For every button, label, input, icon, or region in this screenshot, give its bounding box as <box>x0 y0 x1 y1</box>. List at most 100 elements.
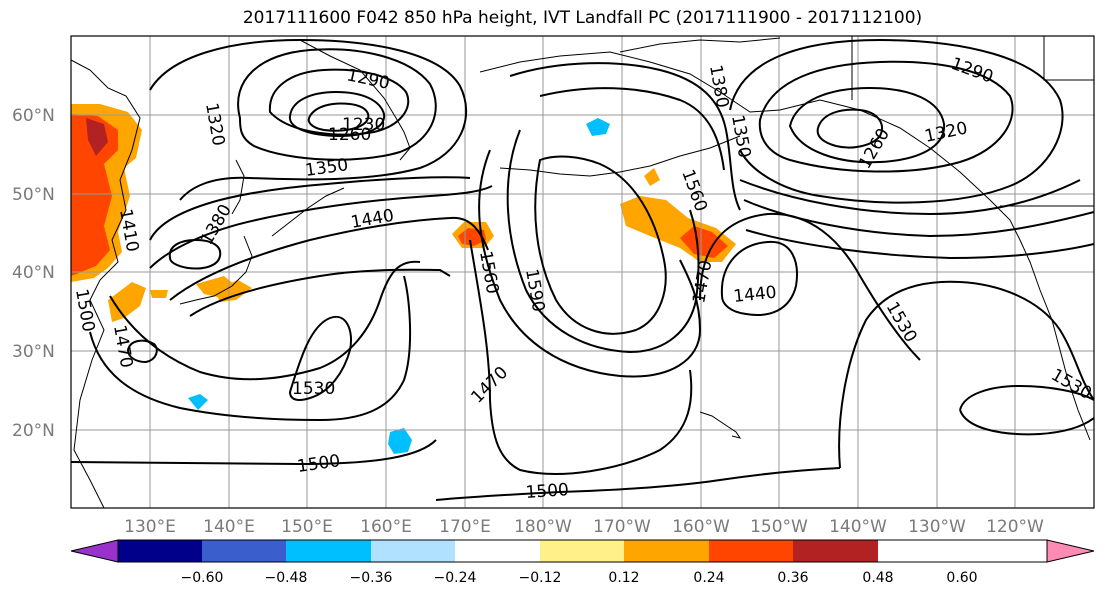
shade-japan-orange-4 <box>150 290 168 298</box>
contour-1500-south <box>71 439 437 466</box>
colorbar-tick-label: −0.48 <box>265 570 308 586</box>
shade-small-orange <box>644 168 660 186</box>
colorbar-tick-label: 0.12 <box>608 570 639 586</box>
contour-1320-west <box>237 48 437 161</box>
contour-1530-east <box>838 280 1094 469</box>
contour-1290-east <box>758 60 1014 173</box>
colorbar-tick-label: −0.24 <box>434 570 477 586</box>
colorbar-tick-label: −0.60 <box>181 570 224 586</box>
contour-label: 1500 <box>525 480 570 503</box>
coast-kamchatka <box>299 39 411 161</box>
colorbar-outline <box>117 539 1048 563</box>
lon-label: 160°E <box>360 517 412 537</box>
map-title: 2017111600 F042 850 hPa height, IVT Land… <box>242 8 923 28</box>
contour-1440-east <box>720 240 798 316</box>
contour-1470-central <box>469 239 693 475</box>
lat-label: 60°N <box>12 106 55 126</box>
coast-alaska-north <box>619 37 781 53</box>
contour-1350-east <box>539 87 725 171</box>
map-frame <box>70 35 1095 509</box>
contour-1320-east <box>729 38 1064 204</box>
contour-1470-east <box>699 212 921 361</box>
lat-label: 40°N <box>12 263 55 283</box>
contour-1590-central <box>534 155 667 335</box>
contour-1290-west <box>268 68 410 136</box>
contour-1530-central <box>478 149 702 378</box>
coast-sakhalin <box>231 159 245 215</box>
coast-alaska <box>479 51 991 201</box>
shade-japan-orange-2 <box>214 280 252 302</box>
lat-label: 20°N <box>12 421 55 441</box>
lat-labels: 60°N 50°N 40°N 30°N 20°N <box>12 106 55 441</box>
colorbar-tick-label: 0.24 <box>693 570 724 586</box>
lat-label: 50°N <box>12 185 55 205</box>
colorbar-ticks: −0.60 −0.48 −0.36 −0.24 −0.12 0.12 0.24 … <box>181 570 978 586</box>
lon-label: 140°W <box>829 517 887 537</box>
contour-label: 1230 <box>342 115 385 135</box>
colorbar-cell <box>540 540 624 562</box>
contour-1500-west <box>109 260 421 381</box>
lon-label: 140°E <box>203 517 255 537</box>
colorbar-cell <box>286 540 371 562</box>
shade-blue-2 <box>388 428 412 454</box>
colorbar-cell <box>202 540 286 562</box>
shade-blue-1 <box>586 118 610 136</box>
colorbar-cell <box>709 540 793 562</box>
shade-asia-red <box>71 114 118 276</box>
colorbar-tick-label: 0.36 <box>777 570 808 586</box>
contour-low-coast <box>126 339 158 364</box>
lon-label: 150°E <box>281 517 333 537</box>
colorbar-cells <box>117 539 1048 563</box>
coast-hawaii <box>699 411 742 439</box>
lon-labels: 130°E 140°E 150°E 160°E 170°E 180°W 170°… <box>124 517 1044 537</box>
height-contours <box>71 38 1094 501</box>
contour-1530-west <box>288 315 352 401</box>
contour-1260-east <box>788 86 946 164</box>
colorbar-cell <box>118 540 202 562</box>
contour-1500-bottom <box>435 467 841 501</box>
colorbar-tick-label: 0.60 <box>946 570 977 586</box>
shade-asia-darkred <box>86 118 108 156</box>
colorbar-cell <box>455 540 540 562</box>
colorbar-low-extend <box>70 539 119 563</box>
lon-label: 130°W <box>908 517 966 537</box>
contour-label: 1530 <box>292 379 335 399</box>
coast-asia <box>71 59 141 508</box>
ivt-shading <box>71 104 736 454</box>
colorbar: −0.60 −0.48 −0.36 −0.24 −0.12 0.12 0.24 … <box>70 539 1095 586</box>
lon-label: 120°W <box>986 517 1044 537</box>
contour-label: 1440 <box>732 283 777 307</box>
lat-label: 30°N <box>12 342 55 362</box>
contour-1560-east-b <box>959 409 1094 436</box>
lon-label: 170°E <box>439 517 491 537</box>
contour-1260-west <box>288 90 386 138</box>
lon-label: 160°W <box>672 517 730 537</box>
lon-label: 150°W <box>750 517 808 537</box>
contour-1380-west <box>149 176 471 241</box>
shade-neast-pac-red <box>680 226 728 258</box>
coastlines <box>71 36 1094 508</box>
contour-1350-east2 <box>739 179 1081 216</box>
contour-1410-east <box>745 229 1094 260</box>
contour-1500-west2 <box>89 275 412 422</box>
contour-1230-east <box>816 108 883 149</box>
coast-kuriles <box>271 187 345 237</box>
contour-small-low <box>168 238 222 270</box>
coast-aleutians <box>499 135 741 177</box>
lon-label: 180°W <box>514 517 572 537</box>
lon-label: 130°E <box>124 517 176 537</box>
contour-1440 <box>169 216 489 301</box>
colorbar-cell <box>371 540 455 562</box>
contour-1380-east <box>509 62 741 211</box>
colorbar-cell <box>793 540 878 562</box>
colorbar-tick-label: −0.12 <box>519 570 562 586</box>
lon-label: 170°W <box>593 517 651 537</box>
contour-1470-west <box>189 268 451 317</box>
contour-1560-central <box>506 129 700 354</box>
colorbar-tick-label: 0.48 <box>862 570 893 586</box>
contour-label: 1260 <box>328 125 371 145</box>
coast-japan <box>179 235 253 305</box>
colorbar-tick-label: −0.36 <box>350 570 393 586</box>
shade-japan-orange-3 <box>108 282 146 322</box>
